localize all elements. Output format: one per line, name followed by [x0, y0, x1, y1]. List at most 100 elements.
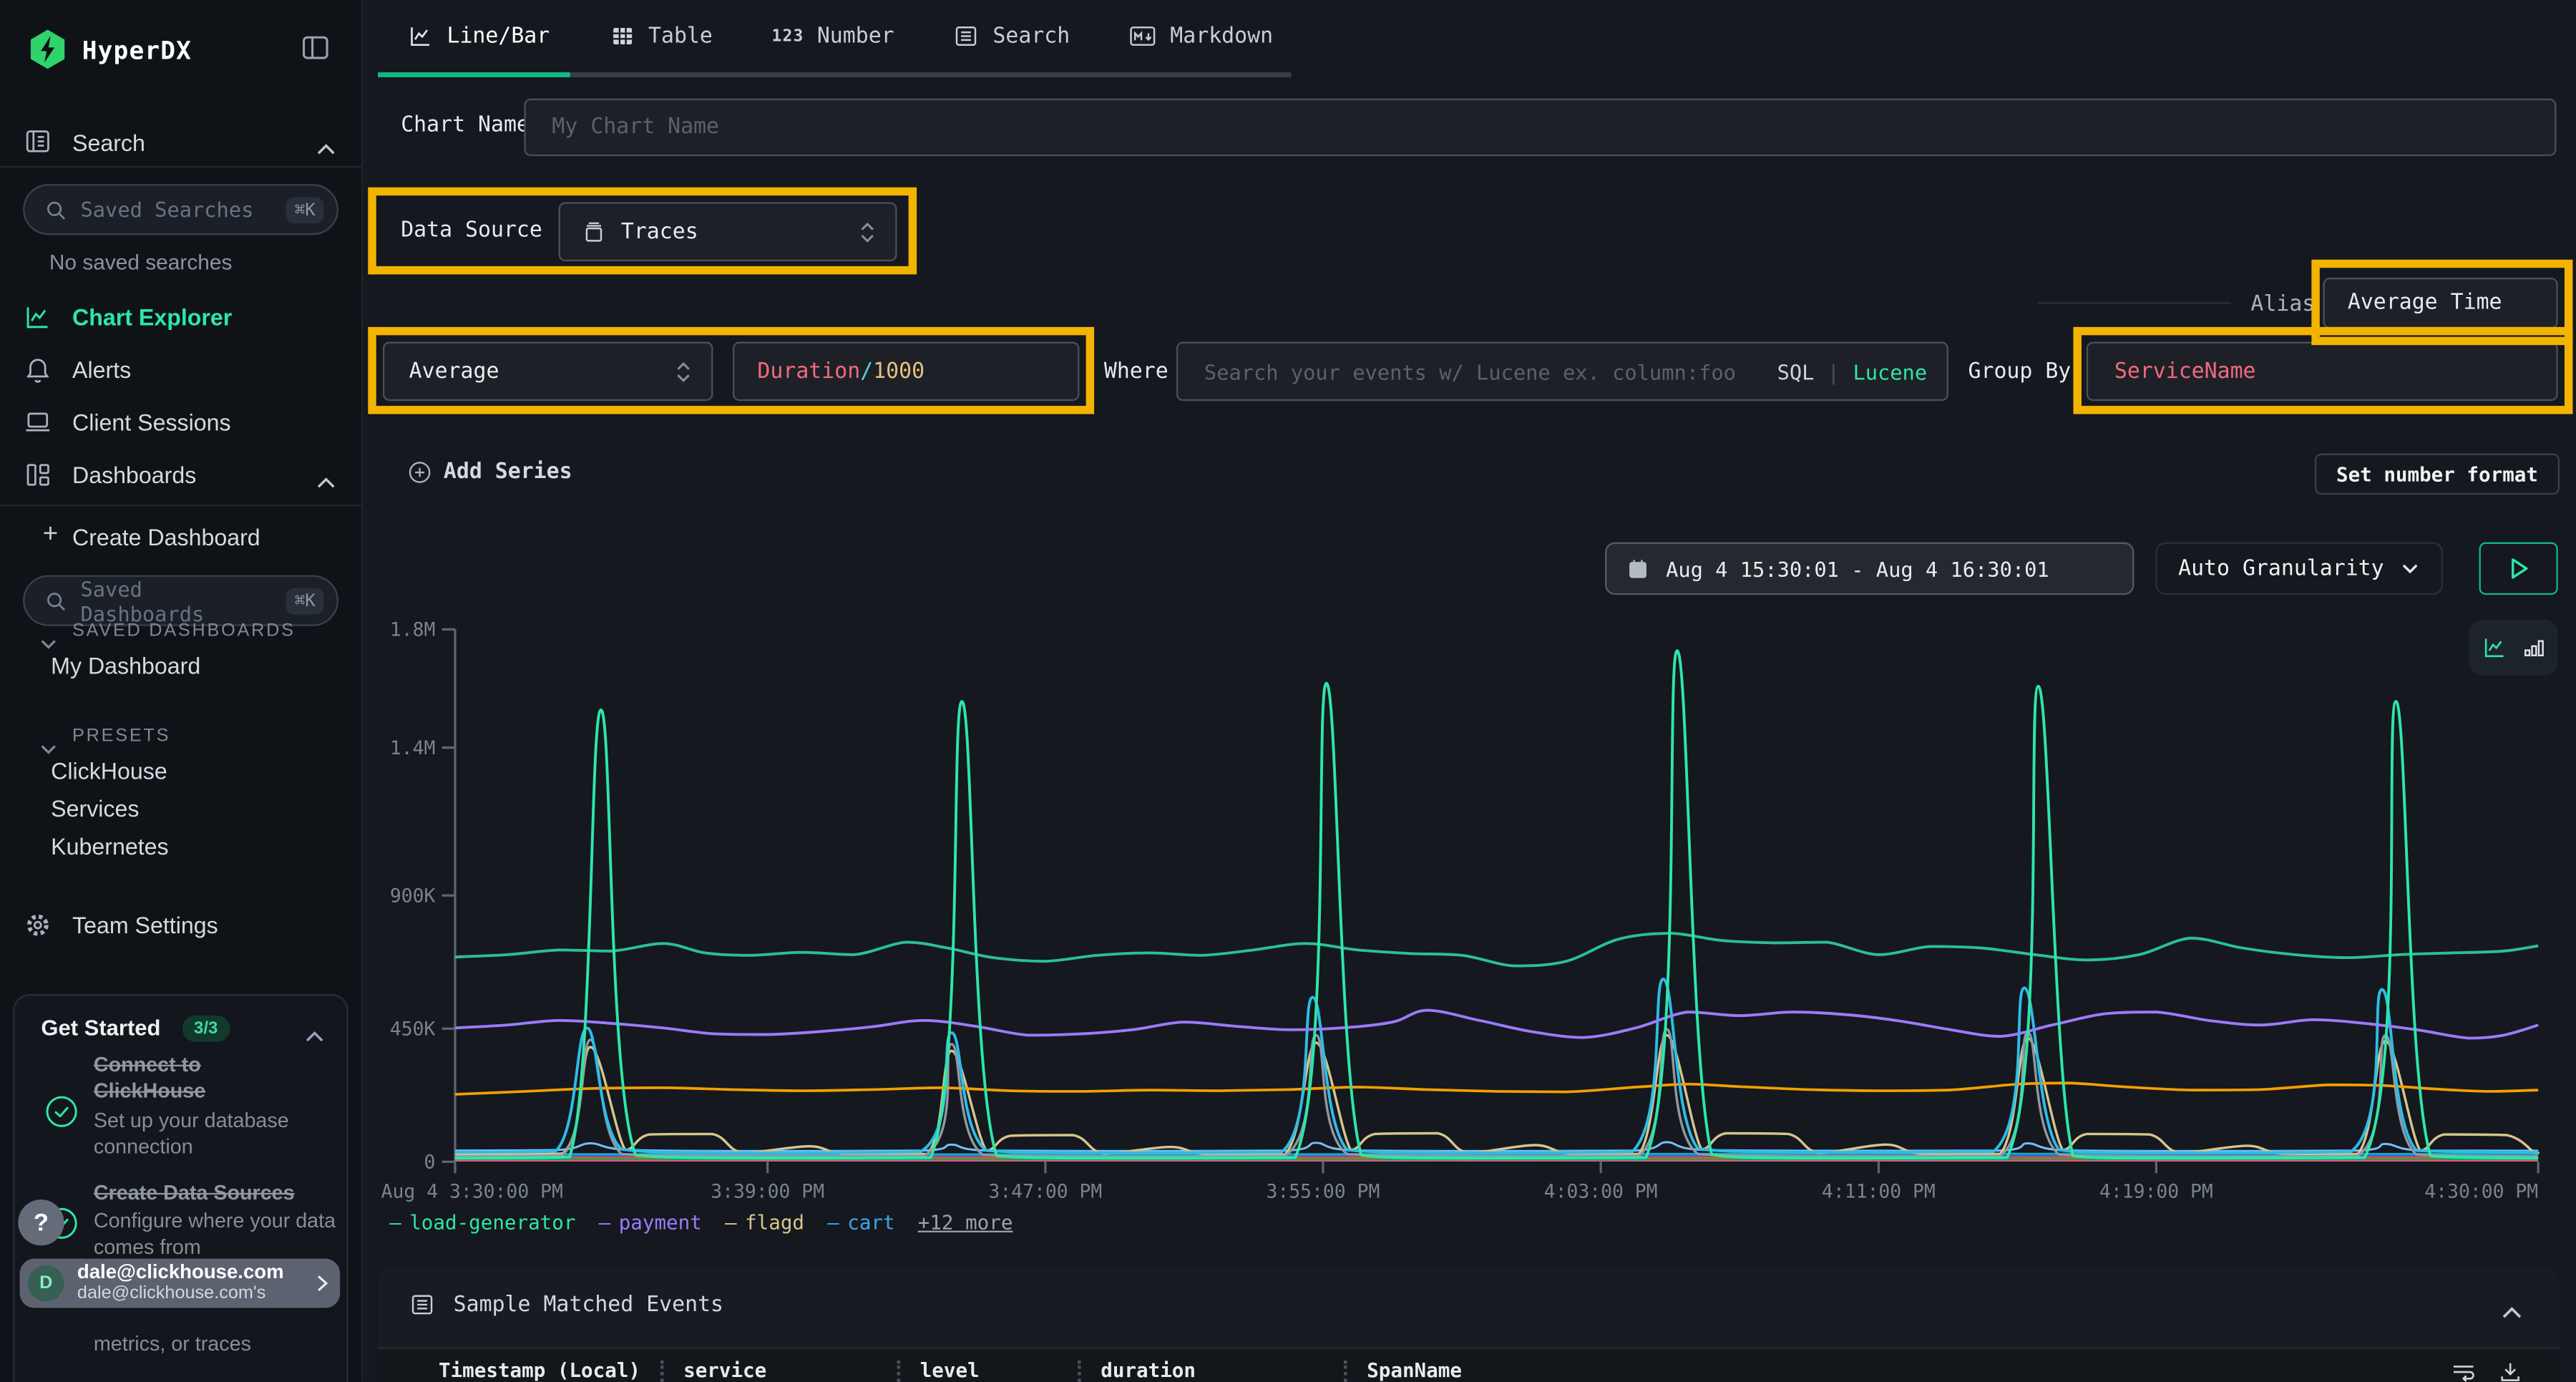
line-chart-icon	[411, 27, 430, 47]
no-saved-searches-text: No saved searches	[49, 249, 233, 275]
tab-line-bar[interactable]: Line/Bar	[407, 0, 550, 72]
chart-svg[interactable]: 0 450K 900K 1.4M 1.8M Aug 4 3:30:00 PM 3:39:00…	[381, 618, 2560, 1210]
tab-number[interactable]: 123 Number	[771, 24, 894, 49]
aggregation-value: Average	[409, 359, 499, 384]
client-sessions-icon	[23, 407, 52, 444]
granularity-select[interactable]: Auto Granularity	[2155, 542, 2444, 595]
sidebar-item-client-sessions[interactable]: Client Sessions	[72, 409, 231, 436]
column-resizer[interactable]	[897, 1359, 901, 1381]
create-dashboard-button[interactable]: Create Dashboard	[72, 524, 260, 551]
group-saved-dashboards[interactable]: SAVED DASHBOARDS	[72, 621, 296, 641]
chevron-up-icon[interactable]	[304, 1021, 326, 1052]
tab-underline-active	[378, 72, 570, 77]
sidebar: HyperDX Search Saved Searches ⌘K No save…	[0, 0, 364, 1382]
line-chart-icon[interactable]	[2481, 634, 2509, 661]
help-button[interactable]: ?	[18, 1199, 64, 1246]
chevron-down-icon[interactable]	[39, 731, 57, 763]
column-header-spanname[interactable]: SpanName	[1367, 1358, 1462, 1382]
column-header-duration[interactable]: duration	[1101, 1358, 1196, 1382]
lucene-toggle[interactable]: Lucene	[1853, 359, 1928, 384]
add-series-button[interactable]: Add Series	[407, 460, 572, 485]
column-resizer[interactable]	[1344, 1359, 1347, 1381]
chart-legend: — load-generator — payment — flagd — cart +1…	[389, 1211, 1013, 1234]
chevron-down-icon[interactable]	[39, 626, 57, 658]
svg-text:4:30:00 PM: 4:30:00 PM	[2424, 1181, 2538, 1203]
chart-name-input-box[interactable]	[524, 98, 2557, 157]
svg-text:1.8M: 1.8M	[390, 619, 436, 641]
collapse-panel-chevron-icon[interactable]	[2500, 1296, 2523, 1328]
sidebar-item-team-settings[interactable]: Team Settings	[72, 912, 218, 938]
svg-text:Aug 4 3:30:00 PM: Aug 4 3:30:00 PM	[381, 1181, 563, 1203]
dashboard-link-my-dashboard[interactable]: My Dashboard	[51, 652, 201, 679]
date-range-picker[interactable]: Aug 4 15:30:01 - Aug 4 16:30:01	[1605, 542, 2135, 595]
column-header-level[interactable]: level	[919, 1358, 980, 1382]
markdown-icon	[1130, 26, 1156, 46]
set-number-format-button[interactable]: Set number format	[2314, 453, 2560, 495]
alias-input[interactable]	[2344, 289, 2537, 318]
preset-link-kubernetes[interactable]: Kubernetes	[51, 833, 169, 860]
user-menu[interactable]: D dale@clickhouse.com dale@clickhouse.co…	[19, 1258, 341, 1308]
gear-icon	[23, 910, 52, 947]
aggregation-select[interactable]: Average	[382, 341, 713, 402]
group-by-label: Group By	[1968, 359, 2072, 385]
alias-input-box[interactable]	[2323, 278, 2558, 329]
group-by-input[interactable]	[2111, 357, 2534, 386]
app-title: HyperDX	[82, 36, 192, 66]
where-input[interactable]	[1201, 357, 1765, 386]
chevron-up-icon[interactable]	[316, 467, 337, 498]
run-query-button[interactable]	[2479, 542, 2558, 595]
get-started-panel: Get Started 3/3 Connect to ClickHouse Se…	[13, 994, 348, 1382]
search-icon	[47, 200, 66, 219]
column-resizer[interactable]	[1078, 1359, 1081, 1381]
column-header-timestamp[interactable]: Timestamp (Local)	[439, 1358, 641, 1382]
sidebar-section-search[interactable]: Search	[72, 130, 145, 157]
sidebar-item-chart-explorer[interactable]: Chart Explorer	[72, 303, 233, 331]
bar-chart-icon[interactable]	[2522, 635, 2546, 659]
tab-markdown[interactable]: Markdown	[1129, 0, 1273, 72]
expression-part: 1000	[873, 359, 925, 384]
column-header-service[interactable]: service	[683, 1358, 767, 1382]
svg-text:3:55:00 PM: 3:55:00 PM	[1266, 1181, 1380, 1203]
get-started-item-title[interactable]: Create Data Sources	[93, 1181, 295, 1205]
legend-item[interactable]: — payment	[598, 1211, 702, 1235]
tab-underline-track	[378, 72, 1292, 77]
preset-link-clickhouse[interactable]: ClickHouse	[51, 757, 167, 784]
alias-label: Alias	[2250, 292, 2316, 318]
chevron-down-icon	[2403, 564, 2418, 574]
alerts-bell-icon	[23, 355, 52, 391]
chart-name-input[interactable]	[548, 113, 2532, 142]
sidebar-item-dashboards[interactable]: Dashboards	[72, 462, 197, 488]
chart-explorer-icon	[23, 302, 52, 339]
group-presets[interactable]: PRESETS	[72, 726, 171, 746]
saved-searches-input[interactable]: Saved Searches ⌘K	[23, 184, 338, 235]
dashboards-icon	[23, 460, 52, 497]
data-source-select[interactable]: Traces	[558, 202, 897, 262]
plus-icon: +	[42, 520, 59, 549]
group-by-input-box[interactable]	[2086, 341, 2558, 402]
column-resizer[interactable]	[660, 1359, 664, 1381]
legend-more-link[interactable]: +12 more	[917, 1211, 1013, 1235]
expression-part: Duration	[757, 359, 861, 384]
wrap-text-icon[interactable]	[2449, 1359, 2477, 1382]
sql-toggle[interactable]: SQL	[1777, 359, 1815, 384]
tab-table[interactable]: Table	[609, 0, 713, 72]
field-expression-input[interactable]: Duration/1000	[732, 341, 1080, 402]
divider	[0, 504, 362, 507]
preset-link-services[interactable]: Services	[51, 795, 140, 822]
download-icon[interactable]	[2497, 1359, 2524, 1382]
saved-dashboards-input[interactable]: Saved Dashboards ⌘K	[23, 575, 338, 626]
legend-item[interactable]: — flagd	[724, 1211, 804, 1235]
get-started-item-title[interactable]: Connect to ClickHouse	[93, 1053, 206, 1103]
where-input-box[interactable]: SQL | Lucene	[1176, 341, 1948, 402]
table-icon	[613, 28, 632, 44]
collapse-sidebar-icon[interactable]	[299, 31, 332, 71]
tab-search[interactable]: Search	[953, 0, 1070, 72]
saved-dashboards-placeholder: Saved Dashboards	[80, 575, 205, 626]
list-icon	[956, 26, 977, 46]
sidebar-item-alerts[interactable]: Alerts	[72, 356, 132, 383]
legend-item[interactable]: — load-generator	[389, 1211, 576, 1235]
chevron-up-icon[interactable]	[316, 133, 337, 165]
legend-item[interactable]: — cart	[827, 1211, 895, 1235]
where-label: Where	[1103, 359, 1169, 385]
